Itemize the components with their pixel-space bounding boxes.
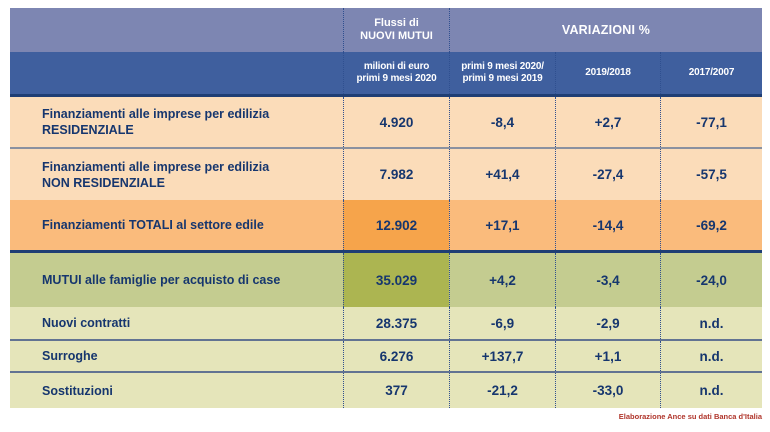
row-label-cell: Nuovi contratti — [42, 316, 131, 330]
var-2019-2018-cell: -27,4 — [555, 149, 660, 200]
mutui-table: Flussi di NUOVI MUTUI VARIAZIONI % milio… — [10, 8, 762, 408]
row-sostituzioni: Sostituzioni 377 -21,2 -33,0 n.d. — [10, 373, 762, 408]
table-header-sub: milioni di euro primi 9 mesi 2020 primi … — [10, 52, 762, 97]
subheader-empty-cell — [10, 52, 343, 94]
var-2017-2007-cell: -24,0 — [660, 253, 762, 307]
var-2020-2019-cell: +41,4 — [449, 149, 555, 200]
var-2020-2019-cell: -6,9 — [449, 307, 555, 339]
var-2017-2007-cell: n.d. — [660, 341, 762, 371]
flussi-cell: 7.982 — [343, 149, 449, 200]
header-empty-cell — [10, 8, 343, 52]
variazioni-header-cell: VARIAZIONI % — [449, 8, 762, 52]
row-finanziamenti-residenziale: Finanziamenti alle imprese per edilizia … — [10, 97, 762, 149]
source-note: Elaborazione Ance su dati Banca d'Italia — [618, 412, 762, 421]
row-surroghe: Surroghe 6.276 +137,7 +1,1 n.d. — [10, 341, 762, 373]
var-2019-2018-cell: -33,0 — [555, 373, 660, 408]
row-finanziamenti-totali: Finanziamenti TOTALI al settore edile 12… — [10, 200, 762, 253]
row-label-cell: Finanziamenti TOTALI al settore edile — [42, 218, 264, 232]
subheader-var-2020-2019-cell: primi 9 mesi 2020/ primi 9 mesi 2019 — [449, 52, 555, 94]
var-2019-2018-cell: -2,9 — [555, 307, 660, 339]
row-label-cell: Finanziamenti alle imprese per edilizia … — [42, 107, 270, 137]
row-mutui-famiglie: MUTUI alle famiglie per acquisto di case… — [10, 253, 762, 307]
flussi-header-cell: Flussi di NUOVI MUTUI — [343, 8, 449, 52]
flussi-cell: 35.029 — [343, 253, 449, 307]
subheader-var-2017-2007-cell: 2017/2007 — [660, 52, 762, 94]
row-finanziamenti-non-residenziale: Finanziamenti alle imprese per edilizia … — [10, 149, 762, 200]
row-nuovi-contratti: Nuovi contratti 28.375 -6,9 -2,9 n.d. — [10, 307, 762, 341]
flussi-header-line1: Flussi di — [374, 17, 419, 29]
row-label-cell: Sostituzioni — [42, 383, 113, 398]
var-2019-2018-cell: -3,4 — [555, 253, 660, 307]
row-label-cell: MUTUI alle famiglie per acquisto di case — [42, 273, 281, 287]
flussi-cell: 6.276 — [343, 341, 449, 371]
subheader-flussi-cell: milioni di euro primi 9 mesi 2020 — [343, 52, 449, 94]
var-2020-2019-cell: +4,2 — [449, 253, 555, 307]
var-2017-2007-cell: -69,2 — [660, 200, 762, 250]
var-2019-2018-cell: +1,1 — [555, 341, 660, 371]
flussi-header-line2: NUOVI MUTUI — [360, 30, 433, 42]
var-2017-2007-cell: n.d. — [660, 307, 762, 339]
subheader-flussi-line2: primi 9 mesi 2020 — [356, 73, 437, 84]
var-2017-2007-cell: -57,5 — [660, 149, 762, 200]
flussi-cell: 4.920 — [343, 97, 449, 147]
var-2017-2007-cell: -77,1 — [660, 97, 762, 147]
row-label-cell: Finanziamenti alle imprese per edilizia … — [42, 159, 270, 190]
var-2020-2019-cell: +17,1 — [449, 200, 555, 250]
subheader-var1-line1: primi 9 mesi 2020/ — [461, 60, 544, 72]
var-2019-2018-cell: -14,4 — [555, 200, 660, 250]
subheader-flussi-line1: milioni di euro — [363, 60, 430, 72]
flussi-cell: 377 — [343, 373, 449, 408]
var-2020-2019-cell: -8,4 — [449, 97, 555, 147]
subheader-var1-line2: primi 9 mesi 2019 — [462, 73, 543, 84]
table-header-top: Flussi di NUOVI MUTUI VARIAZIONI % — [10, 8, 762, 52]
var-2020-2019-cell: +137,7 — [449, 341, 555, 371]
var-2017-2007-cell: n.d. — [660, 373, 762, 408]
var-2020-2019-cell: -21,2 — [449, 373, 555, 408]
row-label-cell: Surroghe — [42, 349, 98, 363]
var-2019-2018-cell: +2,7 — [555, 97, 660, 147]
subheader-var-2019-2018-cell: 2019/2018 — [555, 52, 660, 94]
flussi-cell: 12.902 — [343, 200, 449, 250]
flussi-cell: 28.375 — [343, 307, 449, 339]
